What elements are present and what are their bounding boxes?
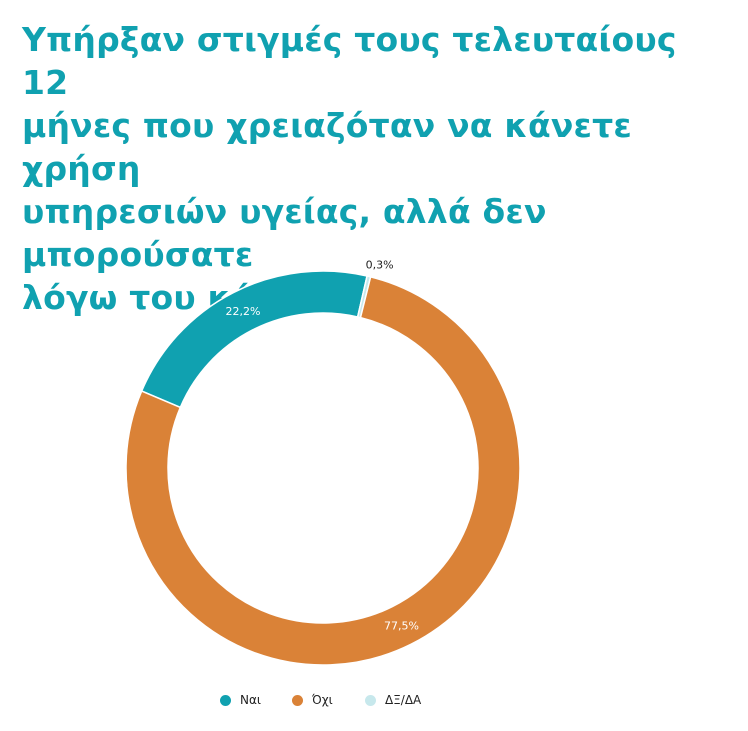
chart-legend: Ναι Όχι ΔΞ/ΔΑ bbox=[0, 693, 748, 713]
legend-item-yes: Ναι bbox=[220, 693, 261, 707]
label-no: 77,5% bbox=[384, 620, 419, 633]
legend-label-no: Όχι bbox=[312, 693, 333, 707]
legend-item-dk: ΔΞ/ΔΑ bbox=[365, 693, 421, 707]
chart-title: Υπήρξαν στιγμές τους τελευταίους 12 μήνε… bbox=[22, 18, 722, 319]
label-dk: 0,3% bbox=[366, 259, 394, 272]
label-yes: 22,2% bbox=[226, 305, 261, 318]
legend-swatch-dk bbox=[365, 694, 376, 706]
legend-label-yes: Ναι bbox=[240, 693, 261, 707]
title-line-2: μήνες που χρειαζόταν να κάνετε χρήση bbox=[22, 106, 632, 188]
donut-chart: 22,2% 0,3% 77,5% bbox=[125, 259, 521, 666]
legend-swatch-no bbox=[292, 694, 303, 706]
legend-label-dk: ΔΞ/ΔΑ bbox=[385, 693, 422, 707]
legend-swatch-yes bbox=[220, 694, 231, 706]
title-line-1: Υπήρξαν στιγμές τους τελευταίους 12 bbox=[22, 20, 677, 102]
title-line-3: υπηρεσιών υγείας, αλλά δεν μπορούσατε bbox=[22, 192, 547, 274]
legend-item-no: Όχι bbox=[292, 693, 333, 707]
slice-yes bbox=[140, 270, 368, 409]
slice-no bbox=[125, 275, 521, 666]
